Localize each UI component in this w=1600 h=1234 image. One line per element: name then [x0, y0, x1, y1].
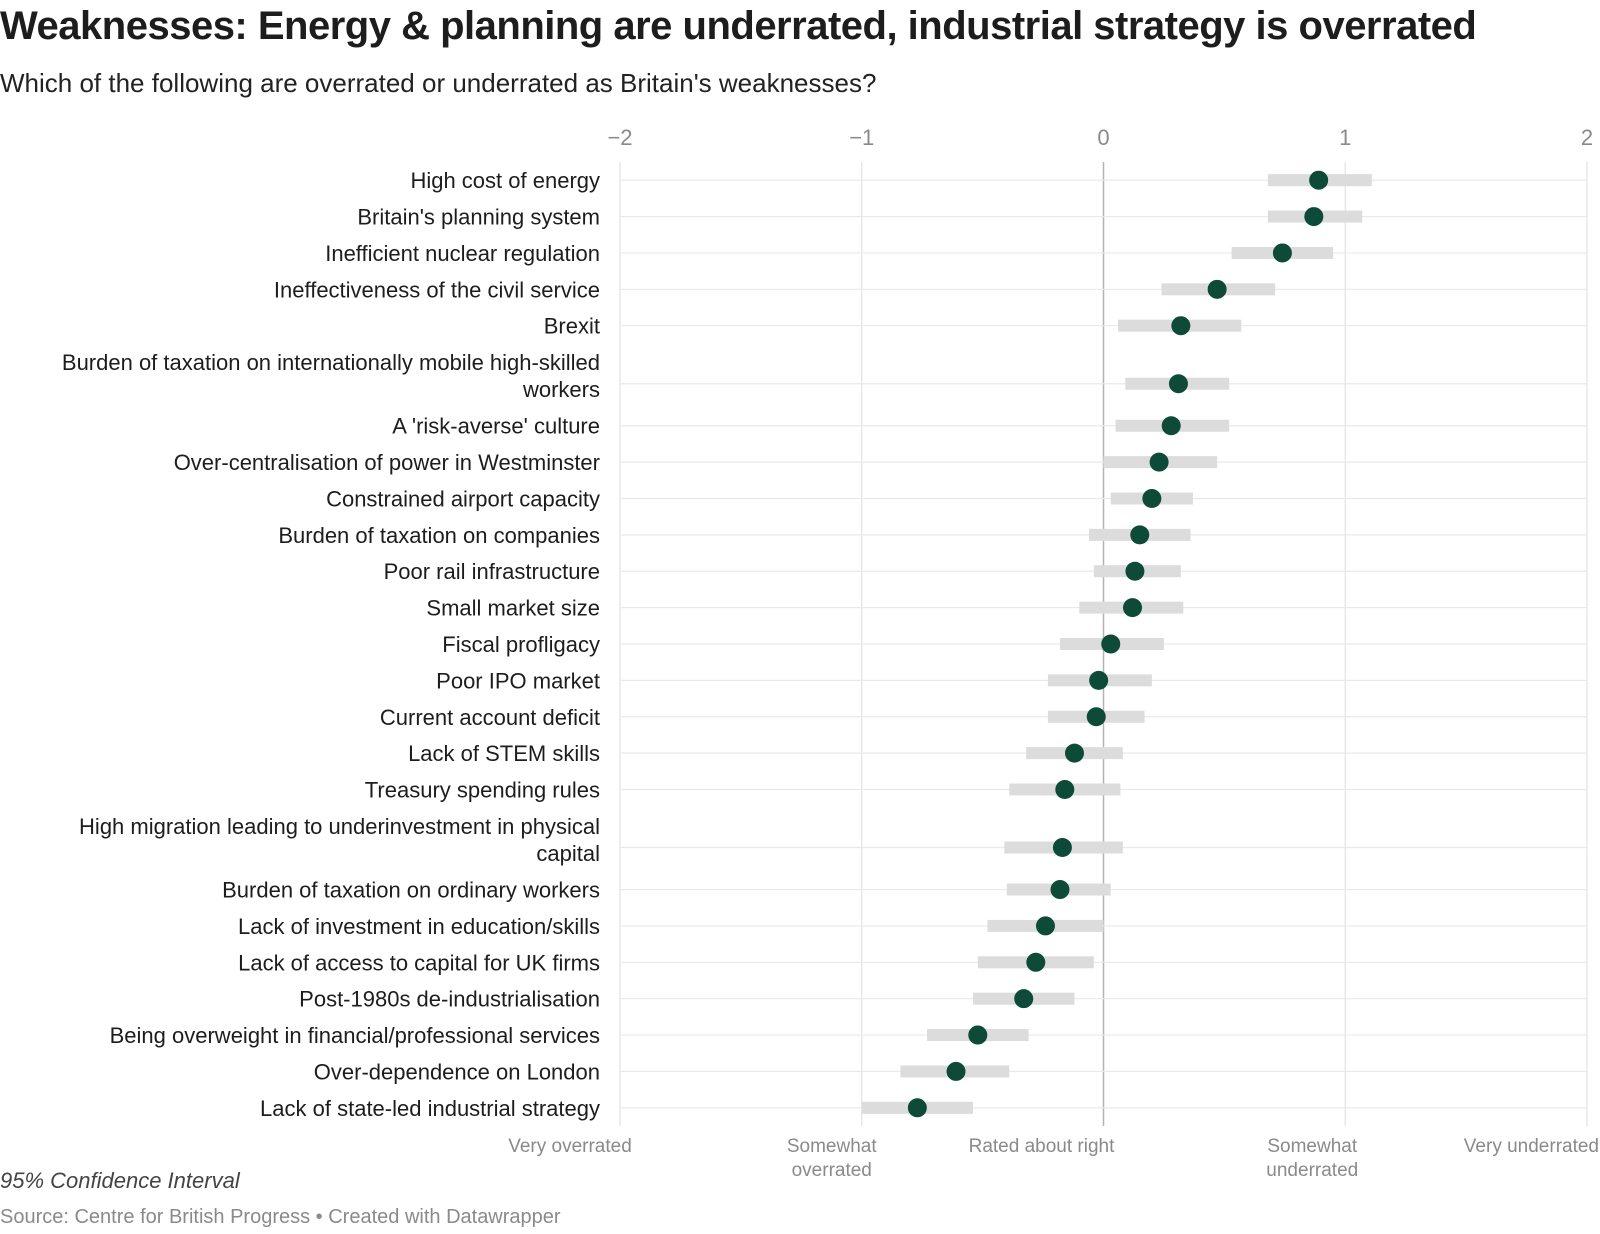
row-label: Being overweight in financial/profession…: [110, 1023, 600, 1048]
data-point: [946, 1061, 966, 1081]
row-label: Small market size: [426, 596, 600, 621]
x-tick-label: −2: [607, 125, 632, 150]
row-label: Poor rail infrastructure: [384, 559, 600, 584]
data-point: [1304, 207, 1324, 227]
row-label: Over-dependence on London: [314, 1059, 600, 1084]
row-label: Lack of investment in education/skills: [238, 914, 600, 939]
row-label: Lack of STEM skills: [408, 741, 600, 766]
row-label: Lack of access to capital for UK firms: [238, 950, 600, 975]
row-label: Current account deficit: [380, 705, 600, 730]
x-tick-label: 2: [1581, 125, 1593, 150]
x-category-label: Somewhat: [787, 1136, 877, 1157]
data-point: [1149, 452, 1169, 472]
x-category-label: Somewhat: [1267, 1136, 1357, 1157]
data-point: [1168, 374, 1188, 394]
row-label: A 'risk-averse' culture: [392, 414, 600, 439]
x-category-label: Very underrated: [1464, 1136, 1599, 1157]
row-label: Burden of taxation on ordinary workers: [222, 878, 600, 903]
row-label: Lack of state-led industrial strategy: [260, 1096, 600, 1121]
data-point: [1089, 670, 1109, 690]
data-point: [1272, 243, 1292, 263]
row-label: Post-1980s de-industrialisation: [299, 987, 600, 1012]
data-point: [1142, 488, 1162, 508]
data-point: [968, 1025, 988, 1045]
data-point: [907, 1098, 927, 1118]
row-label: capital: [536, 841, 600, 866]
data-point: [1207, 279, 1227, 299]
chart-title: Weaknesses: Energy & planning are underr…: [0, 4, 1477, 48]
row-labels: High cost of energy Britain's planning sy…: [62, 168, 600, 1121]
data-point: [1014, 989, 1034, 1009]
x-category-label: Very overrated: [508, 1136, 632, 1157]
data-point: [1050, 880, 1070, 900]
data-point: [1309, 170, 1329, 190]
ci-note: 95% Confidence Interval: [0, 1168, 240, 1193]
row-label: Constrained airport capacity: [326, 486, 600, 511]
data-point: [1055, 780, 1075, 800]
data-point: [1052, 838, 1072, 858]
row-label: Treasury spending rules: [365, 778, 600, 803]
row-label: Burden of taxation on companies: [278, 523, 600, 548]
row-label: Britain's planning system: [357, 205, 600, 230]
data-point: [1123, 598, 1143, 618]
data-point: [1125, 561, 1145, 581]
row-label: Inefficient nuclear regulation: [325, 241, 600, 266]
row-label: workers: [522, 377, 600, 402]
data-point: [1035, 916, 1055, 936]
row-label: Burden of taxation on internationally mo…: [62, 350, 600, 375]
x-tick-label: 1: [1339, 125, 1351, 150]
data-point: [1101, 634, 1121, 654]
data-point: [1130, 525, 1150, 545]
data-point: [1086, 707, 1106, 727]
source-line: Source: Centre for British Progress • Cr…: [0, 1206, 561, 1228]
row-label: High cost of energy: [410, 168, 600, 193]
x-tick-label: 0: [1097, 125, 1109, 150]
data-points: [907, 170, 1329, 1118]
x-category-label: underrated: [1266, 1160, 1358, 1181]
row-label: Brexit: [544, 314, 600, 339]
row-label: Poor IPO market: [436, 668, 600, 693]
x-category-label: Rated about right: [969, 1136, 1115, 1157]
row-label: High migration leading to underinvestmen…: [79, 814, 600, 839]
row-label: Ineffectiveness of the civil service: [274, 277, 600, 302]
row-label: Over-centralisation of power in Westmins…: [174, 450, 600, 475]
data-point: [1026, 952, 1046, 972]
x-tick-label: −1: [849, 125, 874, 150]
chart-subtitle: Which of the following are overrated or …: [0, 68, 877, 98]
data-point: [1161, 416, 1181, 436]
data-point: [1171, 316, 1191, 336]
x-axis: −2 −1 0 1 2 Very overrated Somewhat overrated Ra…: [508, 125, 1599, 1181]
data-point: [1064, 743, 1084, 763]
row-label: Fiscal profligacy: [442, 632, 600, 657]
x-category-label: overrated: [792, 1160, 872, 1181]
